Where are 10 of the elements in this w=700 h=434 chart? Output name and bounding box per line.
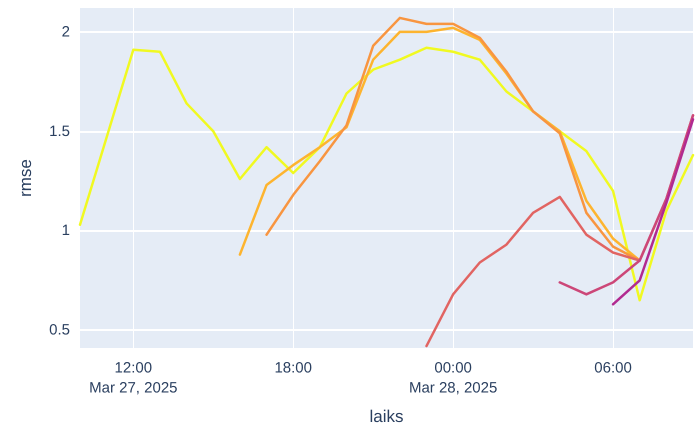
y-axis-title: rmse [16, 159, 35, 197]
y-tick-label: 0.5 [49, 322, 70, 339]
y-tick-label: 1 [62, 222, 70, 240]
x-tick-label: 00:00 Mar 28, 2025 [408, 360, 498, 396]
x-tick-label: 18:00 [274, 360, 312, 376]
y-tick-label: 1.5 [49, 122, 70, 140]
y-tick-label: 2 [62, 23, 70, 40]
x-axis-title: laiks [369, 407, 404, 426]
x-tick-label: 06:00 [594, 360, 632, 376]
x-tick-label: 12:00 Mar 27, 2025 [89, 360, 178, 396]
